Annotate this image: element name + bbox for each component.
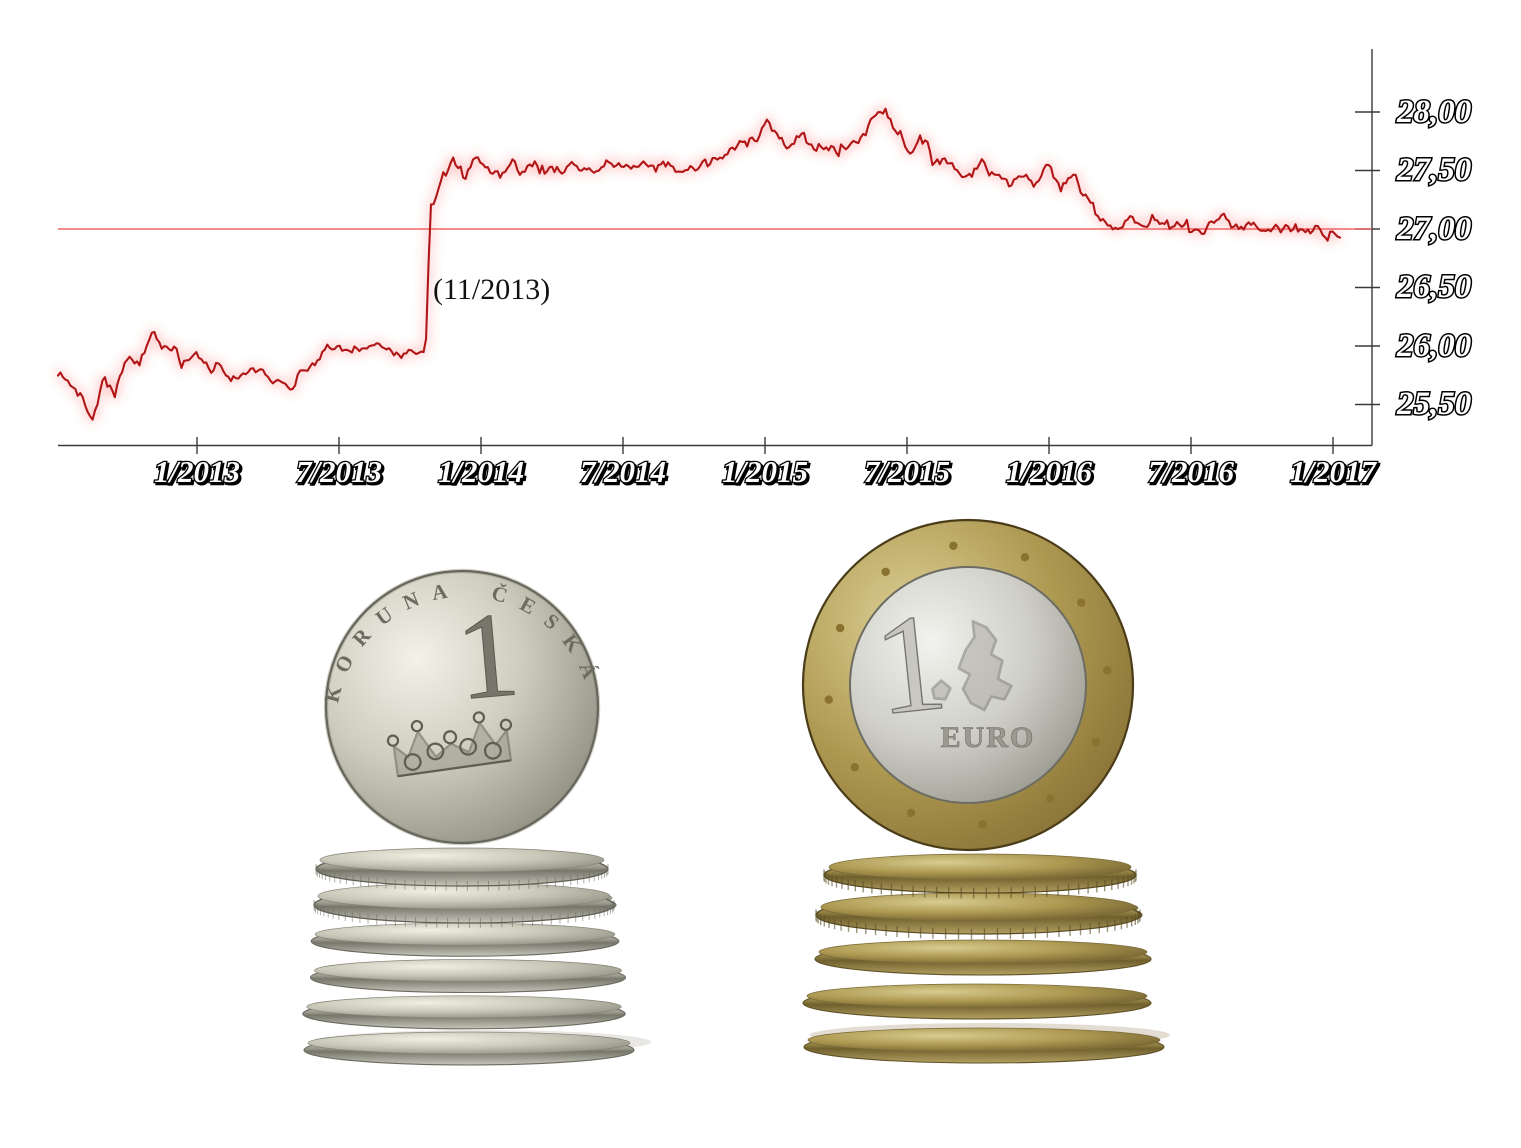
svg-text:1/2013: 1/2013 — [154, 454, 240, 489]
svg-text:7/2013: 7/2013 — [296, 454, 382, 489]
svg-text:27,50: 27,50 — [1396, 152, 1471, 188]
svg-text:26,50: 26,50 — [1396, 269, 1471, 305]
svg-text:28,00: 28,00 — [1396, 94, 1471, 130]
svg-text:7/2014: 7/2014 — [580, 454, 666, 489]
svg-text:7/2016: 7/2016 — [1148, 454, 1235, 489]
svg-text:1/2017: 1/2017 — [1290, 454, 1378, 489]
svg-text:(11/2013): (11/2013) — [433, 273, 550, 306]
svg-text:27,00: 27,00 — [1396, 211, 1471, 247]
svg-text:26,00: 26,00 — [1396, 328, 1471, 364]
svg-text:7/2015: 7/2015 — [864, 454, 950, 489]
svg-text:EURO: EURO — [941, 721, 1036, 754]
svg-text:1/2016: 1/2016 — [1006, 454, 1093, 489]
svg-text:25,50: 25,50 — [1396, 386, 1471, 422]
svg-text:1/2014: 1/2014 — [438, 454, 524, 489]
svg-text:1/2015: 1/2015 — [722, 454, 808, 489]
